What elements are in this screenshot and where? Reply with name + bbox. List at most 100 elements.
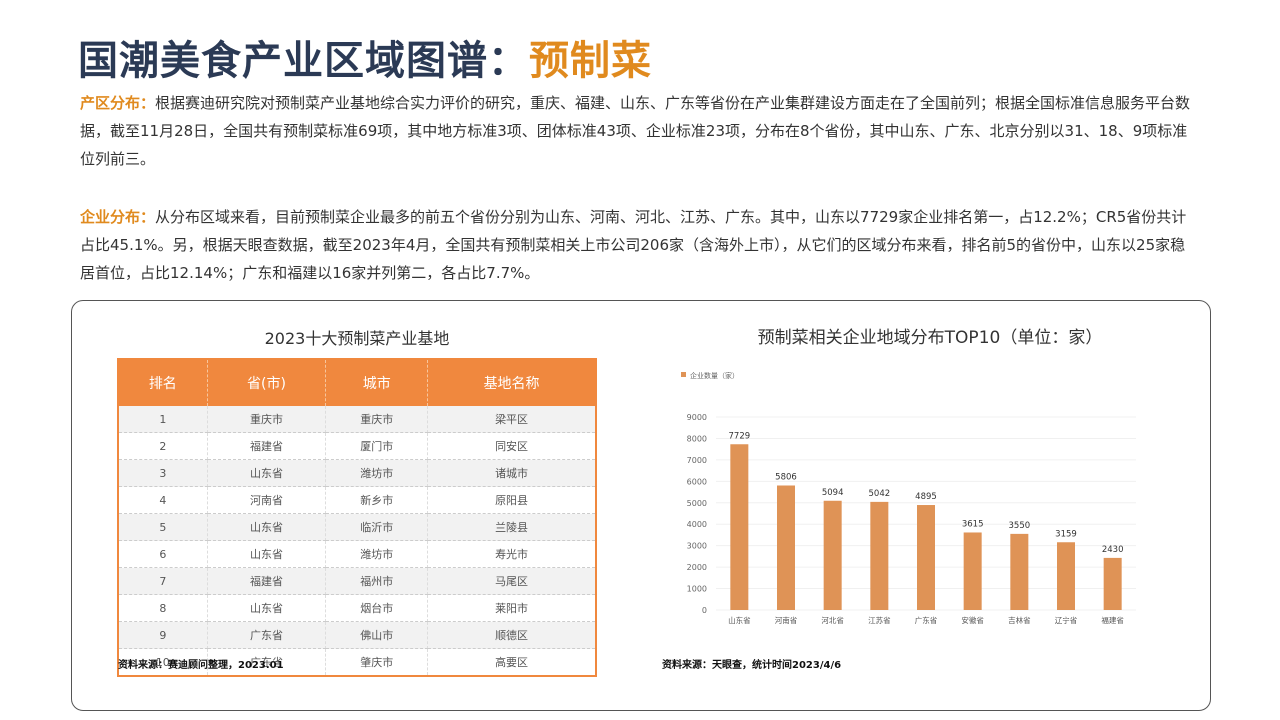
- table-cell: 重庆市: [207, 406, 327, 433]
- bar: [1103, 557, 1122, 610]
- bar: [823, 500, 842, 610]
- table-row: 3 山东省 潍坊市 诸城市: [118, 459, 597, 487]
- table-cell: 河南省: [207, 486, 327, 514]
- paragraph-label: 产区分布：: [80, 94, 156, 112]
- x-tick-label: 福建省: [1101, 615, 1124, 625]
- table-cell: 福建省: [207, 567, 327, 595]
- data-label: 7729: [729, 431, 751, 441]
- table-cell: 寿光市: [427, 540, 597, 568]
- table-row: 4 河南省 新乡市 原阳县: [118, 486, 597, 514]
- paragraph-text: 根据赛迪研究院对预制菜产业基地综合实力评价的研究，重庆、福建、山东、广东等省份在…: [80, 94, 1191, 168]
- table-row: 2 福建省 厦门市 同安区: [118, 432, 597, 460]
- chart-title: 预制菜相关企业地域分布TOP10（单位：家）: [758, 328, 1103, 348]
- table-cell: 新乡市: [325, 486, 429, 514]
- paragraph-text: 从分布区域来看，目前预制菜企业最多的前五个省份分别为山东、河南、河北、江苏、广东…: [80, 208, 1187, 282]
- x-tick-label: 山东省: [728, 615, 751, 625]
- title-main: 国潮美食产业区域图谱：: [78, 38, 529, 84]
- table-cell: 山东省: [207, 594, 327, 622]
- table-cell: 福州市: [325, 567, 429, 595]
- table-row: 5 山东省 临沂市 兰陵县: [118, 513, 597, 541]
- data-label: 2430: [1102, 545, 1124, 555]
- title-highlight: 预制菜: [529, 38, 652, 84]
- table-cell: 顺德区: [427, 621, 597, 649]
- legend-swatch: [681, 372, 686, 377]
- table-cell: 原阳县: [427, 486, 597, 514]
- chart: 预制菜相关企业地域分布TOP10（单位：家） 企业数量（家） 0 1000 2000 3…: [651, 318, 1146, 633]
- table-row: 8 山东省 烟台市 莱阳市: [118, 594, 597, 622]
- table-cell: 广东省: [207, 621, 327, 649]
- x-tick-label: 河北省: [821, 615, 844, 625]
- title: 国潮美食产业区域图谱：预制菜: [78, 28, 652, 86]
- table-row: 10 广东省 肇庆市 高要区: [118, 648, 597, 677]
- x-tick-label: 吉林省: [1008, 615, 1031, 625]
- table-cell: 诸城市: [427, 459, 597, 487]
- content-box: [71, 300, 1211, 711]
- table-cell: 10: [118, 648, 208, 677]
- table-cell: 3: [118, 459, 208, 487]
- table-cell: 潍坊市: [325, 540, 429, 568]
- y-tick-label: 8000: [687, 434, 707, 443]
- table-cell: 马尾区: [427, 567, 597, 595]
- table-cell: 佛山市: [325, 621, 429, 649]
- y-tick-label: 1000: [687, 585, 707, 594]
- table-cell: 福建省: [207, 432, 327, 460]
- bar: [1010, 533, 1029, 610]
- table-cell: 肇庆市: [325, 648, 429, 677]
- table-cell: 梁平区: [427, 406, 597, 433]
- paragraph: 产区分布：根据赛迪研究院对预制菜产业基地综合实力评价的研究，重庆、福建、山东、广…: [80, 89, 1200, 173]
- table-cell: 同安区: [427, 432, 597, 460]
- data-label: 5042: [869, 489, 891, 499]
- bar: [870, 501, 889, 610]
- table-header-cell: 省(市): [207, 359, 327, 406]
- table-row: 9 广东省 佛山市 顺德区: [118, 621, 597, 649]
- data-label: 3159: [1055, 529, 1077, 539]
- chart-source: 资料来源：天眼查，统计时间2023/4/6: [662, 660, 842, 671]
- table-cell: 莱阳市: [427, 594, 597, 622]
- table-cell: 8: [118, 594, 208, 622]
- table-row: 7 福建省 福州市 马尾区: [118, 567, 597, 595]
- table-cell: 烟台市: [325, 594, 429, 622]
- y-tick-label: 4000: [687, 520, 707, 529]
- table-cell: 兰陵县: [427, 513, 597, 541]
- data-label: 5094: [822, 488, 844, 498]
- table-cell: 山东省: [207, 540, 327, 568]
- x-tick-label: 安徽省: [961, 615, 984, 625]
- data-label: 3550: [1009, 521, 1031, 531]
- legend-label: 企业数量（家）: [690, 371, 739, 380]
- x-tick-label: 河南省: [775, 615, 798, 625]
- table-cell: 6: [118, 540, 208, 568]
- x-tick-label: 广东省: [915, 615, 938, 625]
- y-tick-label: 0: [702, 606, 707, 615]
- paragraph-label: 企业分布：: [80, 208, 156, 226]
- table-cell: 广东省: [207, 648, 327, 677]
- bar: [963, 532, 982, 610]
- data-label: 4895: [915, 492, 937, 502]
- y-tick-label: 2000: [687, 563, 707, 572]
- table-source: 资料来源：赛迪顾问整理，2023.01: [118, 660, 284, 671]
- table-row: 1 重庆市 重庆市 梁平区: [118, 406, 597, 433]
- table-cell: 7: [118, 567, 208, 595]
- table-cell: 山东省: [207, 513, 327, 541]
- table-cell: 2: [118, 432, 208, 460]
- table-cell: 5: [118, 513, 208, 541]
- table-cell: 临沂市: [325, 513, 429, 541]
- data-label: 5806: [775, 472, 797, 482]
- table-row: 6 山东省 潍坊市 寿光市: [118, 540, 597, 568]
- table-cell: 高要区: [427, 648, 597, 677]
- table-cell: 1: [118, 406, 208, 433]
- table-cell: 重庆市: [325, 406, 429, 433]
- paragraph: 企业分布：从分布区域来看，目前预制菜企业最多的前五个省份分别为山东、河南、河北、…: [80, 203, 1200, 287]
- table-cell: 潍坊市: [325, 459, 429, 487]
- table-title: 2023十大预制菜产业基地: [264, 329, 450, 348]
- table-header: 排名 省(市) 城市 基地名称: [118, 359, 597, 406]
- table-header-cell: 基地名称: [427, 359, 597, 406]
- y-tick-label: 9000: [687, 413, 707, 422]
- bar: [777, 485, 795, 610]
- data-label: 3615: [962, 519, 984, 529]
- table-cell: 厦门市: [325, 432, 429, 460]
- table: 排名 省(市) 城市 基地名称 1 重庆市 重庆市 梁平区 2 福建省 厦门市 同安区 3 山东省 潍坊市诸…: [117, 358, 597, 677]
- y-tick-label: 5000: [687, 499, 707, 508]
- x-tick-label: 江苏省: [868, 615, 891, 625]
- table-cell: 山东省: [207, 459, 327, 487]
- bar: [730, 444, 749, 610]
